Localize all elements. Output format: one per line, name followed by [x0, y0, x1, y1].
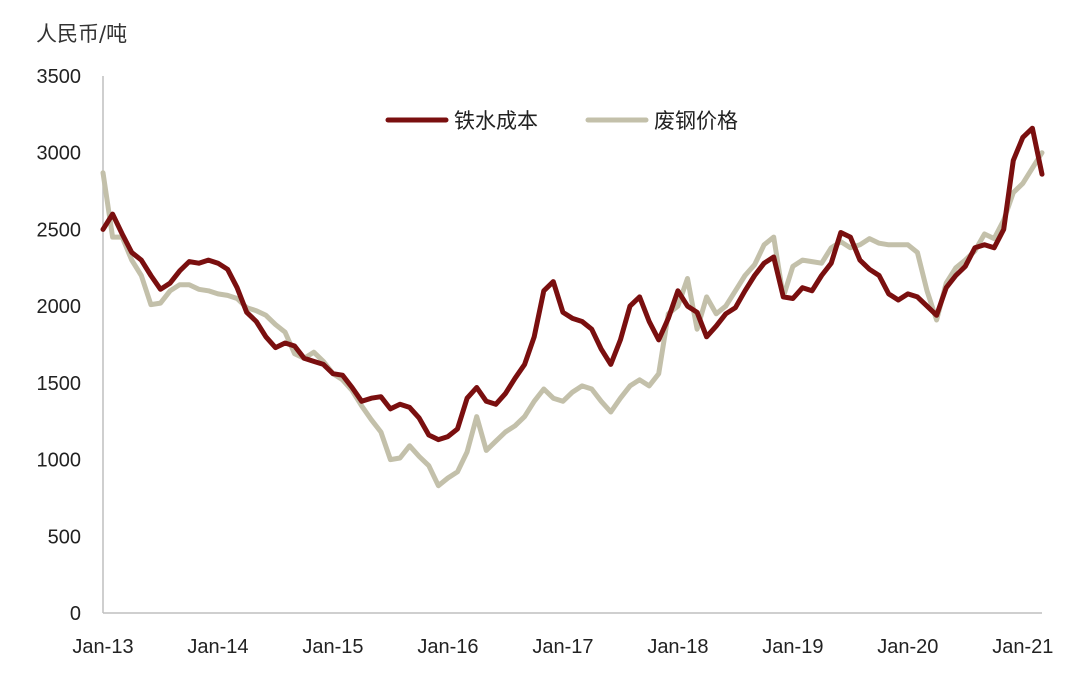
y-tick-label: 3500	[37, 66, 82, 88]
y-tick-label: 2500	[37, 219, 82, 241]
series-lines	[100, 125, 1045, 489]
y-axis-unit-label: 人民币/吨	[36, 22, 128, 46]
series-line-1	[100, 150, 1045, 489]
series-line-0	[100, 125, 1045, 443]
y-axis-ticks: 0 500 1000 1500 2000 2500 3000 3500	[37, 66, 82, 625]
x-tick-label: Jan-20	[877, 636, 938, 658]
x-tick-label: Jan-17	[532, 636, 593, 658]
x-axis-ticks: Jan-13 Jan-14 Jan-15 Jan-16 Jan-17 Jan-18 Jan-…	[72, 636, 1053, 658]
x-tick-label: Jan-16	[417, 636, 478, 658]
x-tick-label: Jan-21	[992, 636, 1053, 658]
x-tick-label: Jan-19	[762, 636, 823, 658]
y-tick-label: 2000	[37, 296, 82, 318]
x-tick-label: Jan-13	[72, 636, 133, 658]
y-tick-label: 3000	[37, 143, 82, 165]
x-tick-label: Jan-18	[647, 636, 708, 658]
axes	[102, 76, 1042, 614]
x-tick-label: Jan-14	[187, 636, 248, 658]
y-tick-label: 1000	[37, 450, 82, 472]
y-tick-label: 500	[48, 526, 81, 548]
y-tick-label: 1500	[37, 373, 82, 395]
legend: 铁水成本 废钢价格	[385, 109, 738, 133]
x-tick-label: Jan-15	[302, 636, 363, 658]
y-tick-label: 0	[70, 603, 81, 625]
legend-label: 废钢价格	[654, 109, 738, 133]
legend-label: 铁水成本	[454, 109, 538, 133]
